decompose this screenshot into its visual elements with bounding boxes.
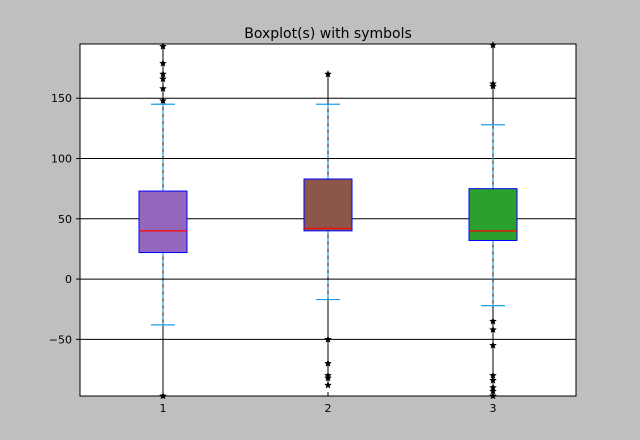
flier-point: [159, 59, 167, 67]
flier-point: [489, 82, 497, 90]
flier-point: [159, 74, 167, 83]
flier-point: [324, 335, 332, 343]
y-tick-label: −50: [49, 333, 72, 346]
x-tick-label: 2: [325, 402, 332, 415]
x-tick-label: 1: [160, 402, 167, 415]
y-tick-label: 50: [58, 213, 72, 226]
axes-frame: [79, 43, 577, 397]
box-group-3: [468, 41, 518, 400]
flier-point: [489, 325, 497, 333]
flier-point: [159, 96, 167, 104]
flier-point: [324, 381, 332, 389]
flier-point: [159, 84, 167, 92]
box-3: [468, 188, 518, 241]
y-tick-label: 150: [51, 92, 72, 105]
flier-point: [489, 376, 497, 384]
y-tick-label: 100: [51, 153, 72, 166]
flier-point: [489, 317, 497, 325]
flier-point: [489, 341, 497, 349]
x-tick-label: 3: [490, 402, 497, 415]
box-2: [303, 178, 353, 232]
box-1: [138, 190, 188, 254]
y-tick-label: 0: [65, 273, 72, 286]
chart-title: Boxplot(s) with symbols: [244, 26, 412, 42]
box-group-2: [303, 70, 353, 389]
flier-point: [324, 359, 332, 367]
plot-area: −50 0 50 100 150 1 2 3: [49, 41, 577, 415]
box-group-1: [138, 42, 188, 400]
flier-point: [324, 70, 332, 78]
flier-point: [159, 42, 167, 50]
flier-point: [324, 373, 332, 382]
